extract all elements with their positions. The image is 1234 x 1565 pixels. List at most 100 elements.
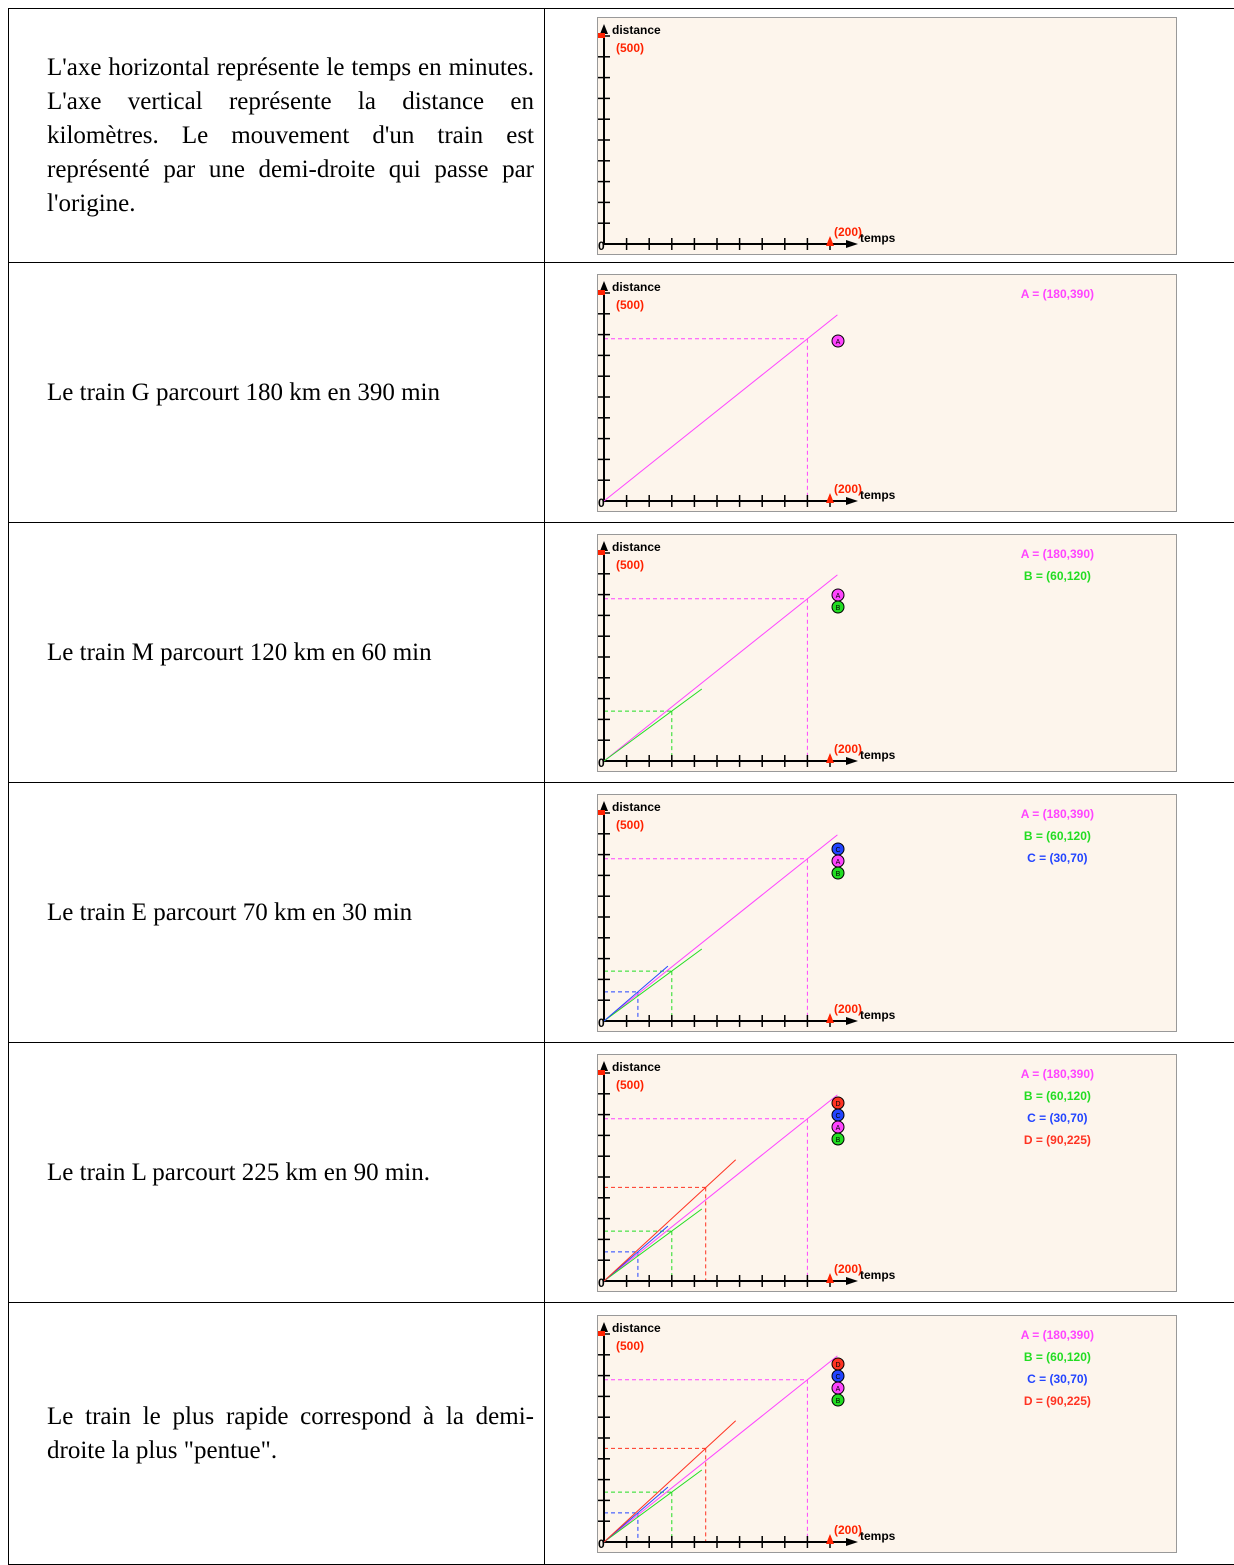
ray-B — [604, 688, 702, 760]
coordinate-readout-D: D = (90,225) — [1021, 1129, 1094, 1151]
coordinate-readout-B: B = (60,120) — [1021, 1346, 1094, 1368]
x-max-label: (200) — [834, 742, 862, 756]
origin-label: 0 — [598, 239, 605, 253]
point-marker-letter: C — [835, 1113, 840, 1120]
description-cell: Le train L parcourt 225 km en 90 min. — [9, 1043, 545, 1303]
x-max-handle-icon[interactable] — [826, 493, 834, 503]
x-axis-arrow-icon — [846, 240, 858, 248]
ray-A — [604, 574, 837, 760]
content-table: L'axe horizontal représente le temps en … — [8, 8, 1234, 1565]
point-marker-letter: B — [836, 1137, 841, 1144]
coordinate-list: A = (180,390)B = (60,120)C = (30,70)D = … — [1021, 1063, 1094, 1151]
y-max-label: (500) — [616, 1339, 644, 1353]
distance-time-graph: distance (500) (200)temps 0 — [598, 18, 1178, 256]
coordinate-readout-C: C = (30,70) — [1021, 847, 1094, 869]
y-max-handle-icon[interactable] — [598, 1331, 605, 1336]
x-max-handle-icon[interactable] — [826, 1013, 834, 1023]
y-axis-label: distance — [612, 540, 661, 554]
description-cell: Le train le plus rapide correspond à la … — [9, 1303, 545, 1565]
coordinate-list: A = (180,390)B = (60,120)C = (30,70) — [1021, 803, 1094, 869]
y-axis-arrow-icon — [600, 801, 608, 811]
description-text: Le train L parcourt 225 km en 90 min. — [47, 1156, 534, 1190]
y-max-label: (500) — [616, 41, 644, 55]
x-max-label: (200) — [834, 1523, 862, 1537]
ray-B — [604, 1208, 702, 1280]
coordinate-readout-A: A = (180,390) — [1021, 543, 1094, 565]
x-max-handle-icon[interactable] — [826, 1534, 834, 1544]
x-max-handle-icon[interactable] — [826, 1273, 834, 1283]
x-axis-label: temps — [860, 231, 896, 245]
table-row: L'axe horizontal représente le temps en … — [9, 9, 1234, 263]
x-max-handle-icon[interactable] — [826, 753, 834, 763]
x-max-handle-icon[interactable] — [826, 236, 834, 246]
point-marker-letter: A — [836, 593, 841, 600]
x-axis-label: temps — [860, 1008, 896, 1022]
y-max-label: (500) — [616, 818, 644, 832]
x-axis-arrow-icon — [846, 1017, 858, 1025]
x-axis-label: temps — [860, 748, 896, 762]
x-max-label: (200) — [834, 1002, 862, 1016]
ray-A — [604, 1094, 837, 1280]
y-axis-arrow-icon — [600, 541, 608, 551]
description-cell: Le train E parcourt 70 km en 30 min — [9, 783, 545, 1043]
coordinate-list: A = (180,390)B = (60,120)C = (30,70)D = … — [1021, 1324, 1094, 1412]
point-marker-letter: A — [836, 1125, 841, 1132]
y-axis-label: distance — [612, 1060, 661, 1074]
point-marker-letter: D — [835, 1101, 840, 1108]
x-axis-arrow-icon — [846, 757, 858, 765]
y-max-handle-icon[interactable] — [598, 550, 605, 555]
y-axis-arrow-icon — [600, 24, 608, 34]
y-axis-label: distance — [612, 23, 661, 37]
point-marker-letter: A — [836, 1386, 841, 1393]
x-max-label: (200) — [834, 1262, 862, 1276]
y-max-handle-icon[interactable] — [598, 33, 605, 38]
coordinate-readout-C: C = (30,70) — [1021, 1368, 1094, 1390]
x-axis-label: temps — [860, 488, 896, 502]
coordinate-readout-B: B = (60,120) — [1021, 1085, 1094, 1107]
y-max-handle-icon[interactable] — [598, 1070, 605, 1075]
coordinate-list: A = (180,390) — [1021, 283, 1094, 305]
y-max-handle-icon[interactable] — [598, 290, 605, 295]
x-max-label: (200) — [834, 225, 862, 239]
origin-label: 0 — [598, 1537, 605, 1551]
x-axis-arrow-icon — [846, 1277, 858, 1285]
y-max-label: (500) — [616, 558, 644, 572]
point-marker-letter: C — [835, 1374, 840, 1381]
description-cell: Le train G parcourt 180 km en 390 min — [9, 263, 545, 523]
ray-D — [604, 1420, 736, 1541]
point-marker-letter: D — [835, 1362, 840, 1369]
coordinate-readout-A: A = (180,390) — [1021, 1324, 1094, 1346]
coordinate-readout-B: B = (60,120) — [1021, 825, 1094, 847]
coordinate-readout-C: C = (30,70) — [1021, 1107, 1094, 1129]
point-marker-letter: A — [836, 859, 841, 866]
coordinate-list: A = (180,390)B = (60,120) — [1021, 543, 1094, 587]
figure-cell: distance (500) (200)temps 0 — [545, 9, 1234, 263]
x-axis-arrow-icon — [846, 1538, 858, 1546]
point-marker-letter: B — [836, 871, 841, 878]
x-axis-arrow-icon — [846, 497, 858, 505]
x-axis-label: temps — [860, 1268, 896, 1282]
y-axis-arrow-icon — [600, 281, 608, 291]
description-text: Le train M parcourt 120 km en 60 min — [47, 636, 534, 670]
y-max-handle-icon[interactable] — [598, 810, 605, 815]
ray-B — [604, 1469, 702, 1541]
description-text: Le train E parcourt 70 km en 30 min — [47, 896, 534, 930]
point-marker-letter: B — [836, 605, 841, 612]
y-max-label: (500) — [616, 298, 644, 312]
origin-label: 0 — [598, 756, 605, 770]
coordinate-readout-B: B = (60,120) — [1021, 565, 1094, 587]
point-marker-letter: B — [836, 1398, 841, 1405]
y-axis-label: distance — [612, 280, 661, 294]
description-cell: Le train M parcourt 120 km en 60 min — [9, 523, 545, 783]
